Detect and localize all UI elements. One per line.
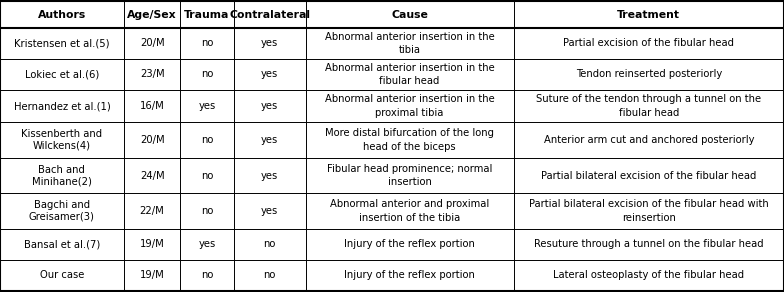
Text: no: no (263, 270, 276, 280)
Text: Bagchi and
Greisamer(3): Bagchi and Greisamer(3) (29, 200, 95, 222)
Text: Abnormal anterior and proximal
insertion of the tibia: Abnormal anterior and proximal insertion… (330, 199, 489, 223)
Text: yes: yes (261, 171, 278, 180)
Text: Age/Sex: Age/Sex (127, 10, 177, 20)
Text: yes: yes (198, 239, 216, 249)
Text: 20/M: 20/M (140, 135, 165, 145)
Text: yes: yes (261, 39, 278, 48)
Text: no: no (201, 270, 213, 280)
Text: yes: yes (198, 101, 216, 111)
Text: Authors: Authors (38, 10, 86, 20)
Text: no: no (201, 135, 213, 145)
Text: no: no (201, 69, 213, 79)
Text: 16/M: 16/M (140, 101, 165, 111)
Text: 24/M: 24/M (140, 171, 165, 180)
Text: Kissenberth and
Wilckens(4): Kissenberth and Wilckens(4) (21, 129, 103, 151)
Text: 19/M: 19/M (140, 270, 165, 280)
Text: no: no (201, 206, 213, 216)
Text: yes: yes (261, 69, 278, 79)
Text: Lateral osteoplasty of the fibular head: Lateral osteoplasty of the fibular head (554, 270, 744, 280)
Text: no: no (201, 171, 213, 180)
Text: Partial excision of the fibular head: Partial excision of the fibular head (563, 39, 735, 48)
Text: 20/M: 20/M (140, 39, 165, 48)
Text: More distal bifurcation of the long
head of the biceps: More distal bifurcation of the long head… (325, 128, 494, 152)
Text: Bansal et al.(7): Bansal et al.(7) (24, 239, 100, 249)
Text: Resuture through a tunnel on the fibular head: Resuture through a tunnel on the fibular… (534, 239, 764, 249)
Text: yes: yes (261, 101, 278, 111)
Text: Abnormal anterior insertion in the
tibia: Abnormal anterior insertion in the tibia (325, 32, 495, 55)
Text: 23/M: 23/M (140, 69, 165, 79)
Text: Bach and
Minihane(2): Bach and Minihane(2) (32, 165, 92, 186)
Text: Partial bilateral excision of the fibular head: Partial bilateral excision of the fibula… (541, 171, 757, 180)
Text: yes: yes (261, 206, 278, 216)
Text: Trauma: Trauma (184, 10, 230, 20)
Text: Partial bilateral excision of the fibular head with
reinsertion: Partial bilateral excision of the fibula… (529, 199, 768, 223)
Text: Anterior arm cut and anchored posteriorly: Anterior arm cut and anchored posteriorl… (543, 135, 754, 145)
Text: 19/M: 19/M (140, 239, 165, 249)
Text: Hernandez et al.(1): Hernandez et al.(1) (13, 101, 111, 111)
Text: Our case: Our case (40, 270, 84, 280)
Text: Lokiec et al.(6): Lokiec et al.(6) (25, 69, 99, 79)
Text: Treatment: Treatment (617, 10, 681, 20)
Text: yes: yes (261, 135, 278, 145)
Text: no: no (201, 39, 213, 48)
Text: Suture of the tendon through a tunnel on the
fibular head: Suture of the tendon through a tunnel on… (536, 94, 761, 118)
Text: Injury of the reflex portion: Injury of the reflex portion (344, 270, 475, 280)
Text: Abnormal anterior insertion in the
proximal tibia: Abnormal anterior insertion in the proxi… (325, 94, 495, 118)
Text: Injury of the reflex portion: Injury of the reflex portion (344, 239, 475, 249)
Text: Kristensen et al.(5): Kristensen et al.(5) (14, 39, 110, 48)
Text: Abnormal anterior insertion in the
fibular head: Abnormal anterior insertion in the fibul… (325, 63, 495, 86)
Text: 22/M: 22/M (140, 206, 165, 216)
Text: Tendon reinserted posteriorly: Tendon reinserted posteriorly (575, 69, 722, 79)
Text: Fibular head prominence; normal
insertion: Fibular head prominence; normal insertio… (327, 164, 492, 187)
Text: Contralateral: Contralateral (229, 10, 310, 20)
Text: no: no (263, 239, 276, 249)
Text: Cause: Cause (391, 10, 428, 20)
